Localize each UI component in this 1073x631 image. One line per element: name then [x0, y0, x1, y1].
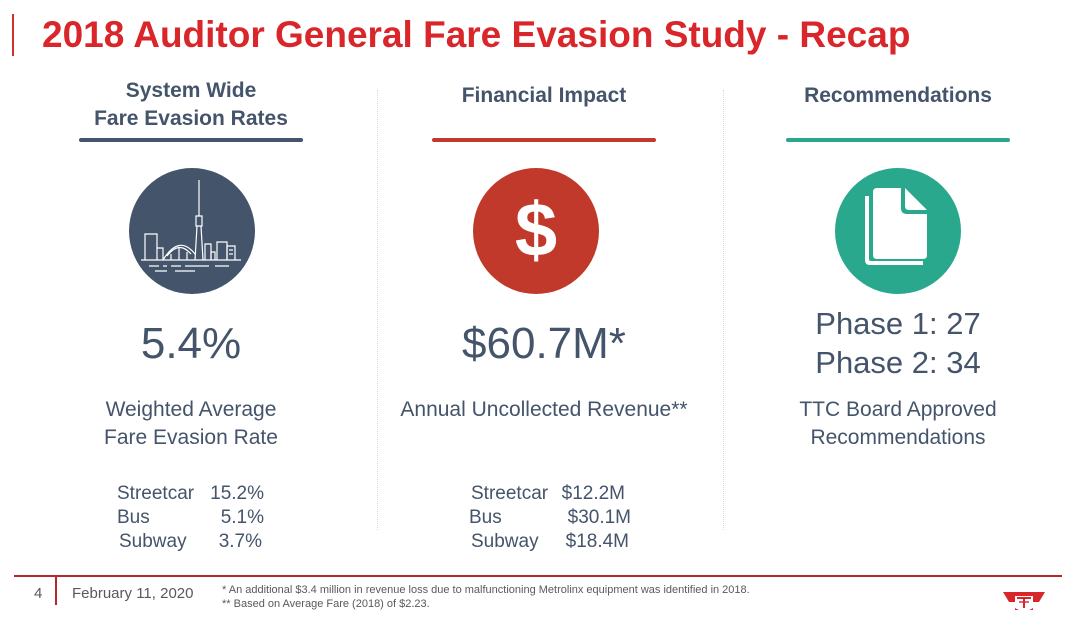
recommendations-caption: TTC Board Approved Recommendations — [748, 396, 1048, 452]
breakdown-row: Bus 5.1% — [117, 506, 264, 530]
heading-line: Financial Impact — [462, 82, 627, 110]
phase-2-count: Phase 2: 34 — [748, 343, 1048, 382]
column-divider — [723, 90, 724, 530]
toronto-skyline-icon — [129, 168, 255, 294]
breakdown-row: Bus $30.1M — [469, 506, 631, 530]
footer-date: February 11, 2020 — [72, 585, 193, 602]
fare-evasion-breakdown: Streetcar 15.2% Bus 5.1% Subway 3.7% — [117, 482, 264, 554]
breakdown-row: Streetcar $12.2M — [469, 482, 631, 506]
breakdown-value: $12.2M — [559, 482, 625, 506]
footer-divider — [55, 577, 57, 605]
uncollected-revenue-value: $60.7M* — [394, 318, 694, 370]
phase-counts: Phase 1: 27 Phase 2: 34 — [748, 304, 1048, 382]
breakdown-row: Subway 3.7% — [117, 530, 264, 554]
column-divider — [377, 90, 378, 530]
ttc-logo-icon — [1003, 588, 1045, 614]
column-heading: Recommendations — [748, 70, 1048, 122]
breakdown-value: 3.7% — [207, 530, 262, 554]
footer-rule — [14, 575, 1062, 577]
heading-line: System Wide — [126, 77, 257, 105]
heading-line: Fare Evasion Rates — [94, 105, 288, 133]
caption-line: Weighted Average — [41, 396, 341, 424]
heading-line: Recommendations — [804, 82, 992, 110]
column-recommendations: Recommendations Phase 1: 27 Phase 2: 34 … — [748, 70, 1048, 122]
weighted-average-caption: Weighted Average Fare Evasion Rate — [41, 396, 341, 452]
document-icon — [835, 168, 961, 294]
footnote-2: ** Based on Average Fare (2018) of $2.23… — [222, 598, 430, 610]
breakdown-label: Bus — [117, 506, 207, 530]
caption-line: Fare Evasion Rate — [41, 424, 341, 452]
weighted-average-value: 5.4% — [41, 318, 341, 370]
breakdown-label: Subway — [117, 530, 207, 554]
column-financial-impact: Financial Impact $ $60.7M* Annual Uncoll… — [394, 70, 694, 122]
caption-line: Annual Uncollected Revenue** — [394, 396, 694, 424]
breakdown-label: Streetcar — [469, 482, 559, 506]
breakdown-row: Subway $18.4M — [469, 530, 631, 554]
breakdown-value: 15.2% — [207, 482, 264, 506]
dollar-glyph: $ — [473, 168, 599, 294]
heading-underline — [79, 138, 303, 142]
heading-underline — [432, 138, 656, 142]
title-accent-bar — [12, 14, 14, 56]
breakdown-value: 5.1% — [207, 506, 264, 530]
heading-underline — [786, 138, 1010, 142]
dollar-icon: $ — [473, 168, 599, 294]
page-title: 2018 Auditor General Fare Evasion Study … — [42, 14, 910, 56]
column-heading: Financial Impact — [394, 70, 694, 122]
breakdown-value: $18.4M — [559, 530, 629, 554]
page-number: 4 — [34, 585, 42, 602]
breakdown-label: Subway — [469, 530, 559, 554]
breakdown-row: Streetcar 15.2% — [117, 482, 264, 506]
footnote-1: * An additional $3.4 million in revenue … — [222, 584, 750, 596]
caption-line: Recommendations — [748, 424, 1048, 452]
caption-line: TTC Board Approved — [748, 396, 1048, 424]
breakdown-label: Bus — [469, 506, 559, 530]
revenue-breakdown: Streetcar $12.2M Bus $30.1M Subway $18.4… — [469, 482, 631, 554]
column-fare-evasion-rates: System Wide Fare Evasion Rates — [41, 70, 341, 135]
breakdown-value: $30.1M — [559, 506, 631, 530]
uncollected-revenue-caption: Annual Uncollected Revenue** — [394, 396, 694, 424]
phase-1-count: Phase 1: 27 — [748, 304, 1048, 343]
breakdown-label: Streetcar — [117, 482, 207, 506]
column-heading: System Wide Fare Evasion Rates — [41, 75, 341, 135]
